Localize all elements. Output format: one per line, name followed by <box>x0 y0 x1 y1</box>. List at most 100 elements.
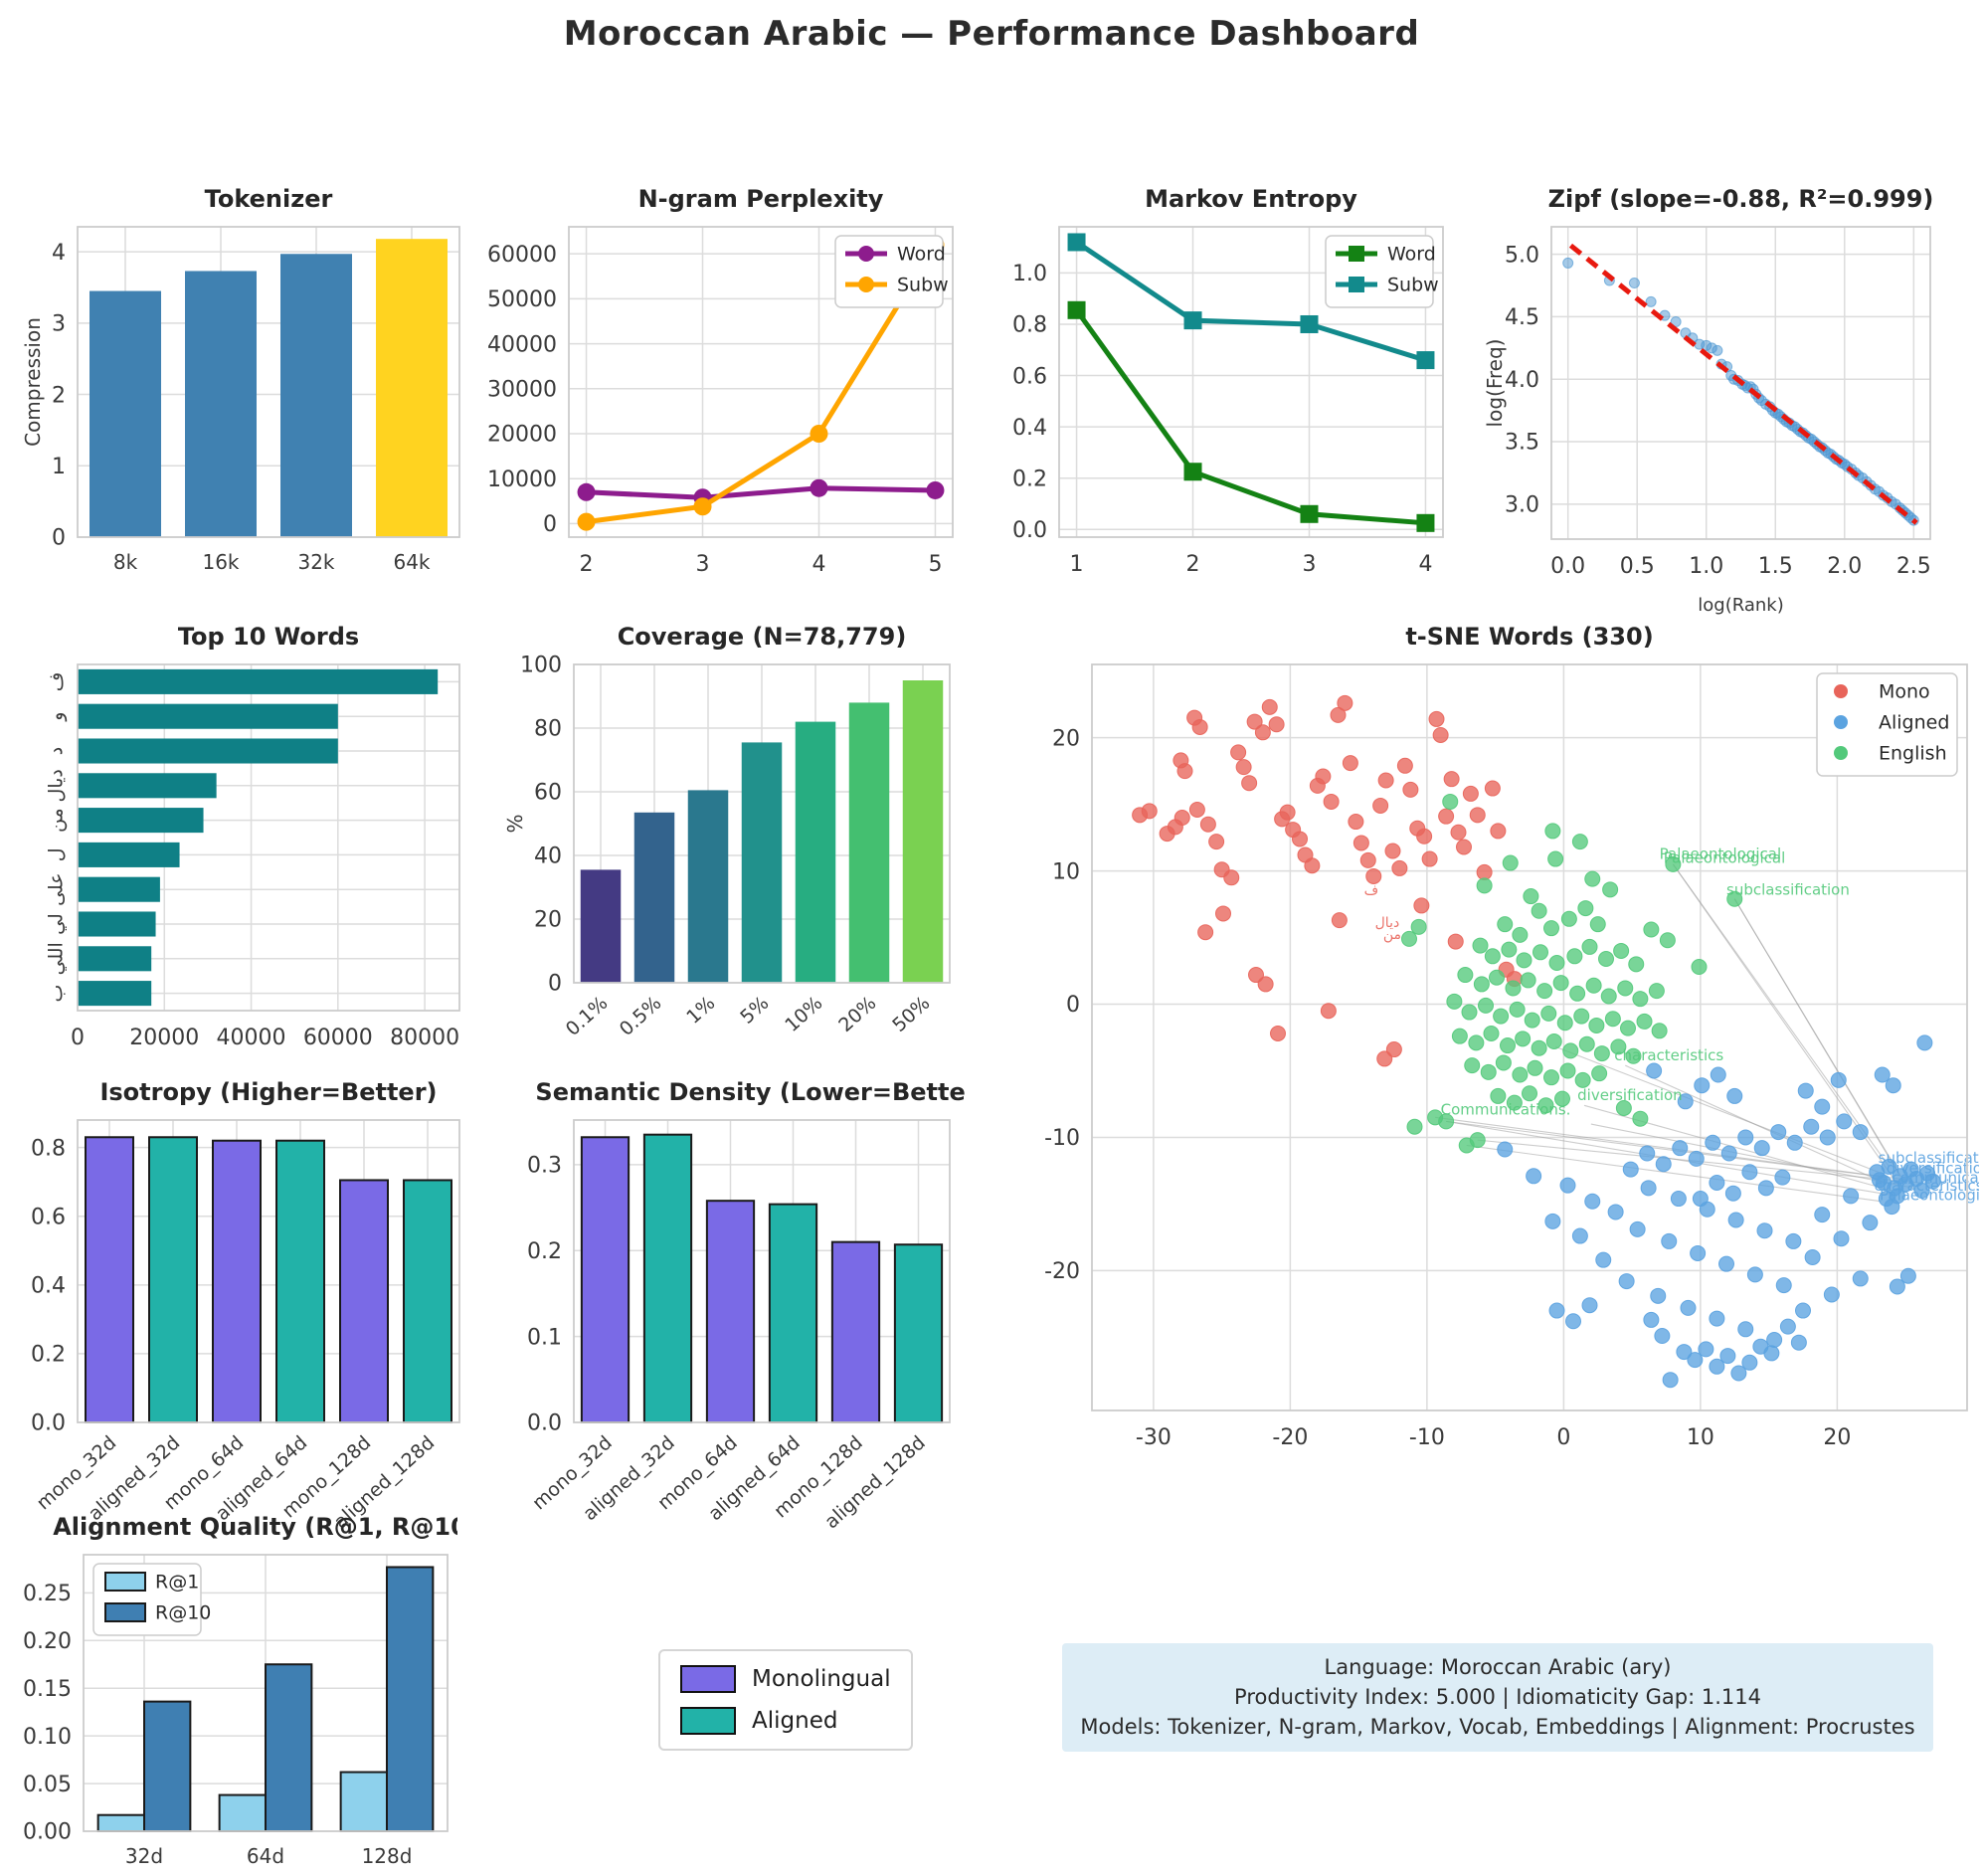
svg-text:80: 80 <box>534 717 562 742</box>
svg-text:-20: -20 <box>1272 1425 1308 1450</box>
svg-text:ب: ب <box>46 985 68 1003</box>
svg-text:0.4: 0.4 <box>31 1274 66 1299</box>
svg-text:0.3: 0.3 <box>527 1154 562 1179</box>
svg-text:1%: 1% <box>682 992 719 1029</box>
svg-text:ديال: ديال <box>1375 915 1400 931</box>
svg-text:1: 1 <box>1070 552 1084 577</box>
svg-text:10: 10 <box>1687 1425 1714 1450</box>
svg-text:4.0: 4.0 <box>1505 368 1539 393</box>
svg-text:Mono: Mono <box>1879 681 1930 703</box>
svg-text:10000: 10000 <box>487 468 557 492</box>
zipf-svg: 3.0 3.5 4.0 4.5 5.0 0.0 0.5 1.0 1.5 2.0 2.5 Zipf (s… <box>1483 185 1934 616</box>
svg-text:50%: 50% <box>888 992 934 1036</box>
svg-text:ف: ف <box>1364 883 1379 899</box>
svg-text:Markov Entropy: Markov Entropy <box>1145 185 1357 213</box>
svg-text:20000: 20000 <box>487 423 557 448</box>
svg-text:60000: 60000 <box>303 1026 373 1050</box>
svg-text:64d: 64d <box>247 1844 284 1868</box>
chart-tokenizer-compression: 0 1 2 3 4 8k 16k 32k 64k Tokenizer Compression <box>20 139 467 597</box>
svg-text:128d: 128d <box>362 1844 413 1868</box>
svg-text:2.0: 2.0 <box>1827 554 1862 579</box>
svg-text:3: 3 <box>1302 552 1316 577</box>
svg-text:Subw: Subw <box>1387 275 1439 296</box>
chart-ngram-perplexity: 0 10000 20000 30000 40000 50000 60000 2 3 4 5 N-gra… <box>475 139 965 597</box>
svg-text:40000: 40000 <box>217 1026 286 1050</box>
svg-text:5%: 5% <box>736 992 773 1029</box>
svg-text:0: 0 <box>71 1026 85 1050</box>
svg-text:80000: 80000 <box>390 1026 459 1050</box>
svg-text:3.5: 3.5 <box>1505 431 1539 456</box>
svg-text:32d: 32d <box>125 1844 163 1868</box>
svg-text:Zipf (slope=-0.88, R²=0.999): Zipf (slope=-0.88, R²=0.999) <box>1548 185 1934 213</box>
svg-text:0: 0 <box>52 526 66 551</box>
svg-text:0.00: 0.00 <box>23 1820 72 1845</box>
svg-text:diversification: diversification <box>1577 1086 1683 1104</box>
svg-text:-10: -10 <box>1409 1425 1445 1450</box>
svg-text:Top 10 Words: Top 10 Words <box>178 623 359 651</box>
svg-text:0.8: 0.8 <box>31 1136 66 1161</box>
svg-text:64k: 64k <box>393 550 430 574</box>
svg-text:Compression: Compression <box>21 317 45 447</box>
svg-text:من: من <box>1383 927 1401 943</box>
svg-text:t-SNE Words (330): t-SNE Words (330) <box>1405 623 1653 651</box>
svg-text:Palaeontological: Palaeontological <box>1664 849 1786 867</box>
svg-text:log(Rank): log(Rank) <box>1698 595 1783 616</box>
top10-svg: 0 20000 40000 60000 80000 ف و د ديال من ل على لي اللي… <box>46 623 460 1050</box>
svg-text:5.0: 5.0 <box>1505 243 1539 268</box>
chart-tsne-words: Palaeontological Palaeontological subclass… <box>1034 605 1979 1480</box>
svg-text:اللي: اللي <box>46 942 68 975</box>
svg-text:3: 3 <box>52 312 66 337</box>
svg-text:30000: 30000 <box>487 377 557 402</box>
svg-text:20%: 20% <box>834 992 880 1036</box>
svg-text:40: 40 <box>534 844 562 869</box>
summary-info-box: Language: Moroccan Arabic (ary) Producti… <box>1062 1643 1933 1753</box>
svg-text:R@10: R@10 <box>155 1602 211 1624</box>
svg-text:characteristics: characteristics <box>1875 1177 1980 1195</box>
chart-isotropy: 0.0 0.2 0.4 0.6 0.8 mono_32d aligned_32d mono_6… <box>20 1054 467 1542</box>
aligned-swatch <box>680 1707 736 1735</box>
svg-text:Subw: Subw <box>897 275 949 296</box>
svg-text:10: 10 <box>1052 859 1080 884</box>
svg-text:20: 20 <box>1823 1425 1851 1450</box>
svg-text:ف: ف <box>46 672 68 692</box>
svg-text:لي: لي <box>46 913 68 935</box>
svg-text:Aligned: Aligned <box>1879 712 1949 734</box>
svg-text:2: 2 <box>52 383 66 408</box>
svg-text:0.4: 0.4 <box>1012 416 1047 441</box>
svg-text:Coverage (N=78,779): Coverage (N=78,779) <box>618 623 907 651</box>
coverage-svg: 0 20 40 60 80 100 0.1% 0.5% 1% 5% 10% 20% 50% Coverag… <box>503 623 951 1040</box>
svg-text:characteristics: characteristics <box>1614 1046 1723 1064</box>
svg-text:ل: ل <box>46 847 68 861</box>
monolingual-label: Monolingual <box>752 1666 891 1692</box>
svg-text:20000: 20000 <box>129 1026 199 1050</box>
svg-text:0.0: 0.0 <box>31 1411 66 1436</box>
svg-text:log(Freq): log(Freq) <box>1483 339 1507 428</box>
svg-text:Isotropy (Higher=Better): Isotropy (Higher=Better) <box>99 1078 437 1106</box>
svg-text:4: 4 <box>1418 552 1432 577</box>
svg-text:و: و <box>46 712 68 722</box>
svg-text:3.0: 3.0 <box>1505 493 1539 518</box>
svg-text:4: 4 <box>811 552 825 577</box>
svg-text:0.25: 0.25 <box>23 1582 72 1606</box>
svg-text:4: 4 <box>52 241 66 266</box>
svg-text:-30: -30 <box>1136 1425 1172 1450</box>
info-metrics-line: Productivity Index: 5.000 | Idiomaticity… <box>1234 1684 1761 1709</box>
svg-text:16k: 16k <box>202 550 239 574</box>
svg-text:0.2: 0.2 <box>1012 467 1047 491</box>
svg-text:0.8: 0.8 <box>1012 313 1047 338</box>
svg-text:60000: 60000 <box>487 243 557 268</box>
svg-text:0.10: 0.10 <box>23 1725 72 1750</box>
embedding-legend: Monolingual Aligned <box>658 1649 913 1751</box>
svg-text:ديال: ديال <box>46 769 68 802</box>
page-title: Moroccan Arabic — Performance Dashboard <box>563 14 1420 54</box>
ngram-svg: 0 10000 20000 30000 40000 50000 60000 2 3 4 5 N-gra… <box>487 185 954 577</box>
svg-text:communications.: communications. <box>1892 1169 1979 1187</box>
markov-svg: 0.0 0.2 0.4 0.6 0.8 1.0 1 2 3 4 Markov Entropy Word… <box>1012 185 1444 577</box>
svg-text:Semantic Density (Lower=Better: Semantic Density (Lower=Better) <box>535 1078 965 1106</box>
svg-text:1.0: 1.0 <box>1689 554 1723 579</box>
svg-text:Communications.: Communications. <box>1441 1101 1571 1119</box>
svg-text:3: 3 <box>696 552 710 577</box>
svg-text:0.2: 0.2 <box>527 1239 562 1264</box>
legend-item-aligned: Aligned <box>680 1707 891 1735</box>
svg-text:0.5: 0.5 <box>1620 554 1655 579</box>
